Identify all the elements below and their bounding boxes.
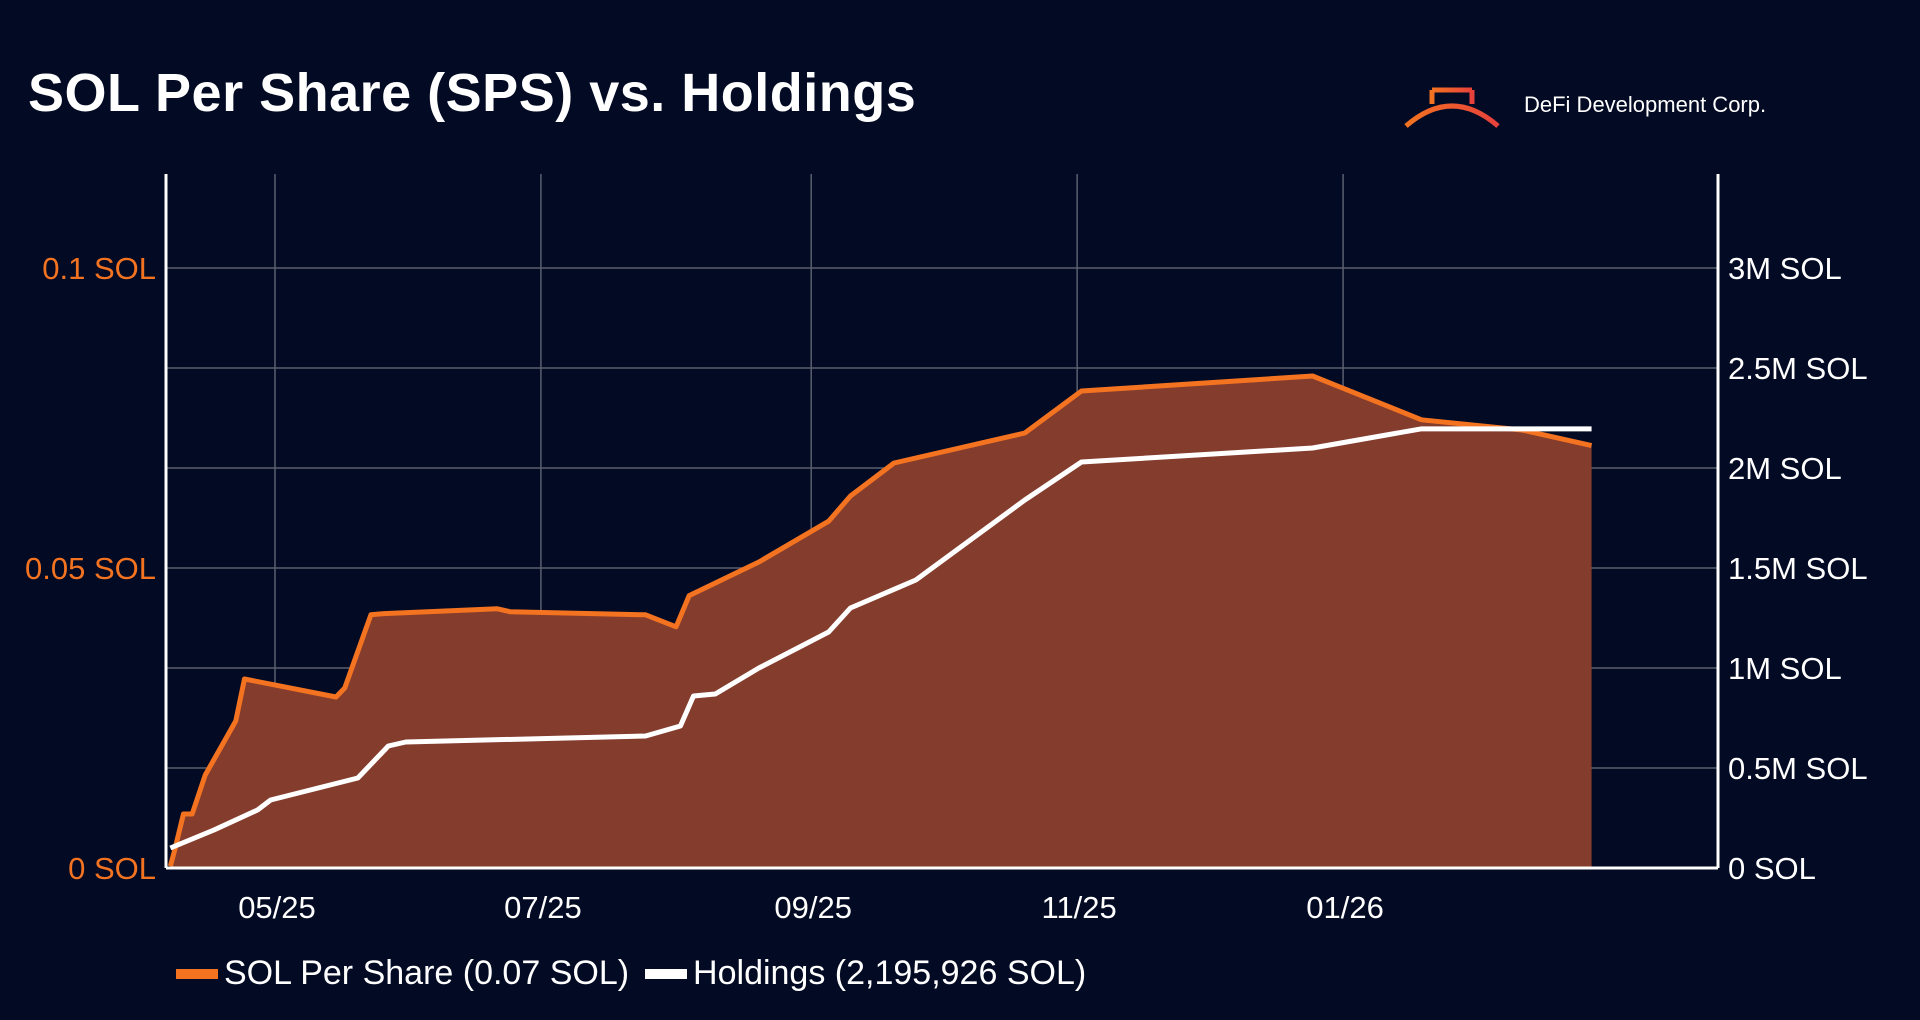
sps-area-fill <box>170 376 1592 868</box>
legend-item-holdings: Holdings (2,195,926 SOL) <box>645 954 1086 993</box>
x-axis-tick-label: 09/25 <box>774 890 852 925</box>
x-axis-tick-label: 11/25 <box>1042 890 1117 925</box>
right-axis-tick-label: 3M SOL <box>1728 251 1842 286</box>
chart-axes <box>164 174 1720 870</box>
brand-logo: DeFi Development Corp. <box>1402 82 1766 128</box>
legend-swatch-sps <box>176 968 218 979</box>
left-axis-labels: 0 SOL 0.05 SOL 0.1 SOL <box>25 251 156 886</box>
right-axis-tick-label: 2M SOL <box>1728 451 1842 486</box>
x-axis-tick-label: 05/25 <box>238 890 316 925</box>
legend-swatch-holdings <box>645 968 688 979</box>
page-title: SOL Per Share (SPS) vs. Holdings <box>28 63 917 123</box>
holdings-series-line <box>169 426 1592 851</box>
right-axis-tick-label: 0 SOL <box>1728 851 1816 886</box>
legend-item-sps: SOL Per Share (0.07 SOL) <box>176 954 629 993</box>
brand-name: DeFi Development Corp. <box>1524 92 1767 117</box>
right-axis-tick-label: 0.5M SOL <box>1728 751 1868 786</box>
chart-legend: SOL Per Share (0.07 SOL) Holdings (2,195… <box>176 954 1102 993</box>
right-axis-tick-label: 1M SOL <box>1728 651 1842 686</box>
x-axis-labels: 05/25 07/25 09/25 11/25 01/26 <box>238 890 1384 925</box>
arch-bridge-logo-icon <box>1404 87 1500 128</box>
left-axis-tick-label: 0 SOL <box>68 851 156 886</box>
legend-label-holdings: Holdings (2,195,926 SOL) <box>693 954 1087 992</box>
right-axis-tick-label: 2.5M SOL <box>1728 351 1868 386</box>
legend-label-sps: SOL Per Share (0.07 SOL) <box>224 954 630 992</box>
left-axis-tick-label: 0.05 SOL <box>25 551 156 586</box>
right-axis-tick-label: 1.5M SOL <box>1728 551 1868 586</box>
sps-series-line <box>167 373 1593 867</box>
x-axis-tick-label: 07/25 <box>504 890 582 925</box>
x-axis-tick-label: 01/26 <box>1306 890 1384 925</box>
right-axis-labels: 0 SOL 0.5M SOL 1M SOL 1.5M SOL 2M SOL 2.5M SO… <box>1728 251 1868 886</box>
left-axis-tick-label: 0.1 SOL <box>42 251 156 286</box>
